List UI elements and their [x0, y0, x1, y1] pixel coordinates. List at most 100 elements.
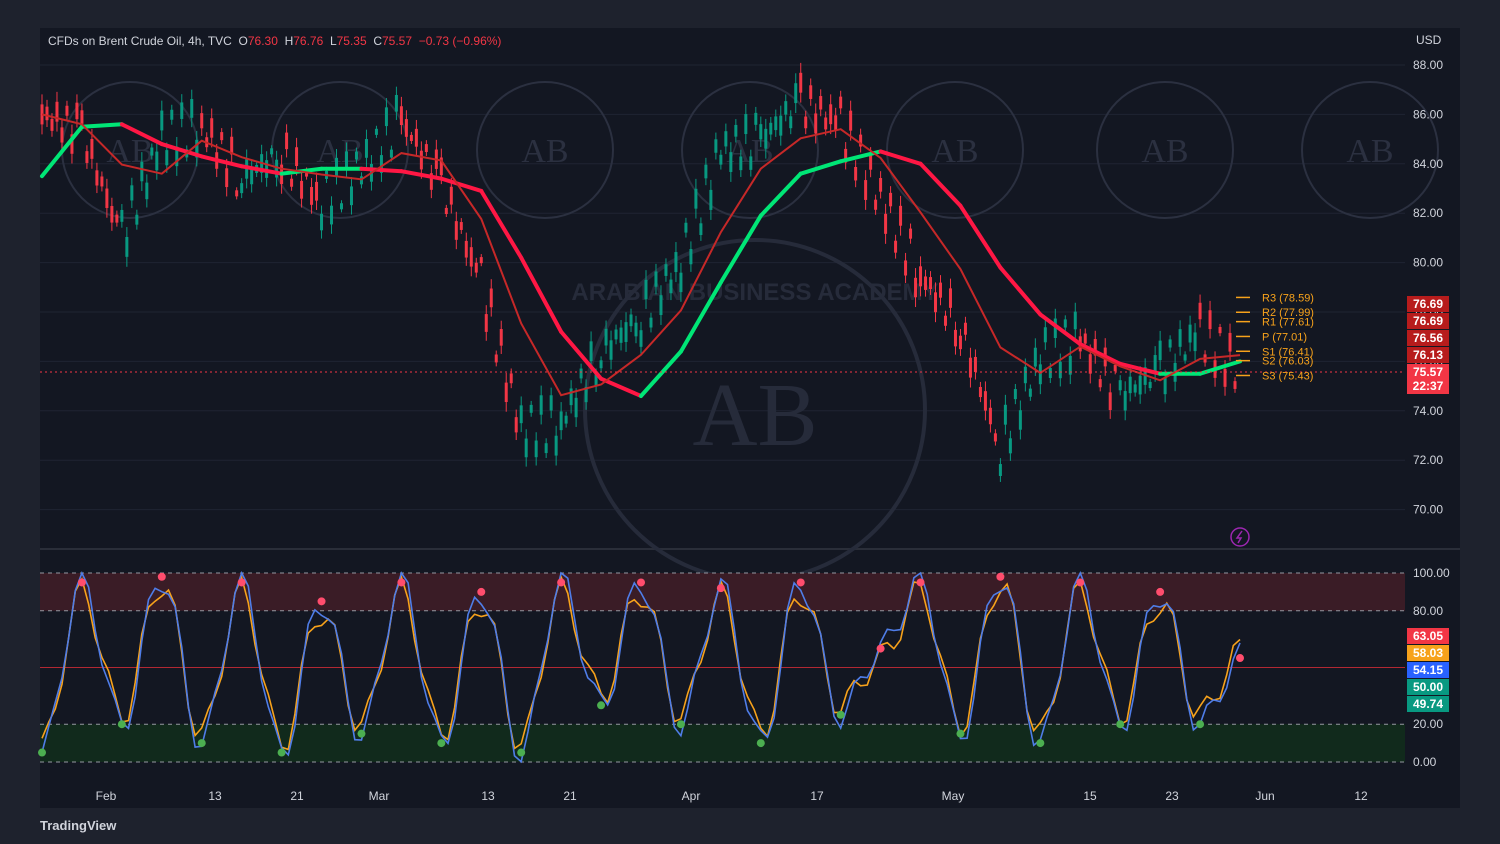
stoch-signal-dot — [197, 739, 206, 748]
price-candle-body — [384, 107, 388, 127]
stoch-axis-label: 100.00 — [1413, 566, 1450, 580]
stoch-signal-dot — [956, 729, 965, 738]
slow-ma-line — [399, 169, 444, 181]
price-candle-body — [330, 205, 334, 225]
price-candle-body — [983, 391, 987, 411]
time-axis-label: 23 — [1165, 789, 1179, 803]
stoch-signal-dot — [517, 748, 526, 757]
price-candle-body — [429, 173, 433, 190]
price-candle-body — [100, 176, 104, 187]
price-candle-body — [419, 150, 423, 170]
price-candle-body — [514, 417, 518, 433]
price-candle-body — [789, 116, 793, 129]
slow-ma-line — [1078, 342, 1123, 366]
slow-ma-line — [519, 255, 564, 334]
currency-label[interactable]: USD — [1416, 33, 1442, 47]
price-candle-body — [140, 161, 144, 182]
price-candle-body — [1188, 324, 1192, 343]
stoch-signal-dot — [437, 739, 446, 748]
price-candle-body — [894, 240, 898, 253]
price-candle-body — [1113, 365, 1117, 372]
price-candle-body — [285, 132, 289, 150]
price-candle-body — [764, 128, 768, 149]
price-candle-body — [250, 167, 254, 185]
price-badge: 76.69 — [1407, 313, 1449, 329]
price-candle-body — [589, 341, 593, 362]
price-candle-body — [175, 146, 179, 167]
stoch-signal-dot — [317, 597, 326, 606]
price-candle-body — [270, 148, 274, 155]
price-candle-body — [424, 144, 428, 153]
price-candle-body — [414, 128, 418, 147]
price-candle-body — [1228, 332, 1232, 352]
slow-ma-line — [79, 122, 124, 129]
pivot-label: R1 (77.61) — [1262, 317, 1314, 329]
price-candle-body — [664, 264, 668, 276]
price-candle-body — [988, 407, 992, 425]
symbol-name[interactable]: CFDs on Brent Crude Oil, 4h, TVC — [48, 34, 232, 48]
stoch-badge: 58.03 — [1407, 645, 1449, 661]
price-candle-body — [55, 101, 59, 122]
price-candle-body — [654, 271, 658, 287]
oversold-zone — [40, 724, 1405, 762]
price-candle-body — [993, 433, 997, 442]
price-candle-body — [914, 277, 918, 298]
price-candle-body — [320, 213, 324, 231]
price-candle-body — [953, 329, 957, 347]
price-candle-body — [829, 104, 833, 125]
price-candle-body — [1033, 347, 1037, 367]
slow-ma-line — [678, 280, 723, 354]
tradingview-logo[interactable]: TradingView — [40, 818, 116, 833]
price-candle-body — [554, 435, 558, 456]
price-candle-body — [1063, 319, 1067, 328]
price-candle-body — [479, 257, 483, 264]
stoch-badge: 54.15 — [1407, 662, 1449, 678]
close-label: C — [373, 34, 382, 48]
price-candle-body — [1163, 377, 1167, 395]
price-candle-body — [160, 110, 164, 131]
price-candle-body — [354, 151, 358, 160]
price-candle-body — [310, 186, 314, 205]
price-candle-body — [919, 266, 923, 287]
slow-ma-line — [758, 171, 803, 218]
price-candle-body — [744, 114, 748, 135]
price-candle-body — [729, 152, 733, 172]
low-label: L — [329, 34, 337, 48]
stoch-signal-dot — [637, 578, 645, 587]
price-candle-body — [1058, 361, 1062, 379]
stoch-badge: 63.05 — [1407, 628, 1449, 644]
slow-ma-line — [798, 159, 843, 176]
stoch-signal-dot — [1116, 720, 1125, 729]
price-candle-body — [90, 138, 94, 159]
price-candle-body — [899, 205, 903, 226]
price-candle-body — [724, 131, 728, 147]
price-candle-body — [1193, 332, 1197, 352]
open-value: 76.30 — [247, 34, 278, 48]
stoch-signal-dot — [557, 578, 566, 587]
stoch-d-line — [41, 574, 1241, 751]
price-candle-body — [864, 180, 868, 200]
price-candle-body — [275, 159, 279, 178]
price-candle-body — [499, 329, 503, 346]
watermark-monogram: AB — [316, 133, 363, 170]
time-axis-label: Jun — [1255, 789, 1274, 803]
price-candle-body — [1128, 376, 1132, 394]
price-candle-body — [619, 327, 623, 343]
price-candle-body — [1098, 379, 1102, 388]
slow-ma-line — [479, 188, 524, 260]
price-axis-label: 86.00 — [1413, 107, 1443, 121]
price-candle-body — [1073, 311, 1077, 330]
stoch-signal-dot — [756, 739, 765, 748]
price-axis-label: 72.00 — [1413, 453, 1443, 467]
price-candle-body — [614, 329, 618, 340]
price-candle-body — [70, 134, 74, 154]
price-candle-body — [549, 395, 553, 411]
price-candle-body — [674, 252, 678, 273]
price-candle-body — [943, 315, 947, 326]
time-axis-label: 13 — [481, 789, 495, 803]
price-axis-label: 74.00 — [1413, 404, 1443, 418]
stoch-signal-dot — [477, 587, 486, 596]
time-axis-label: Feb — [96, 789, 117, 803]
price-candle-body — [344, 151, 348, 170]
